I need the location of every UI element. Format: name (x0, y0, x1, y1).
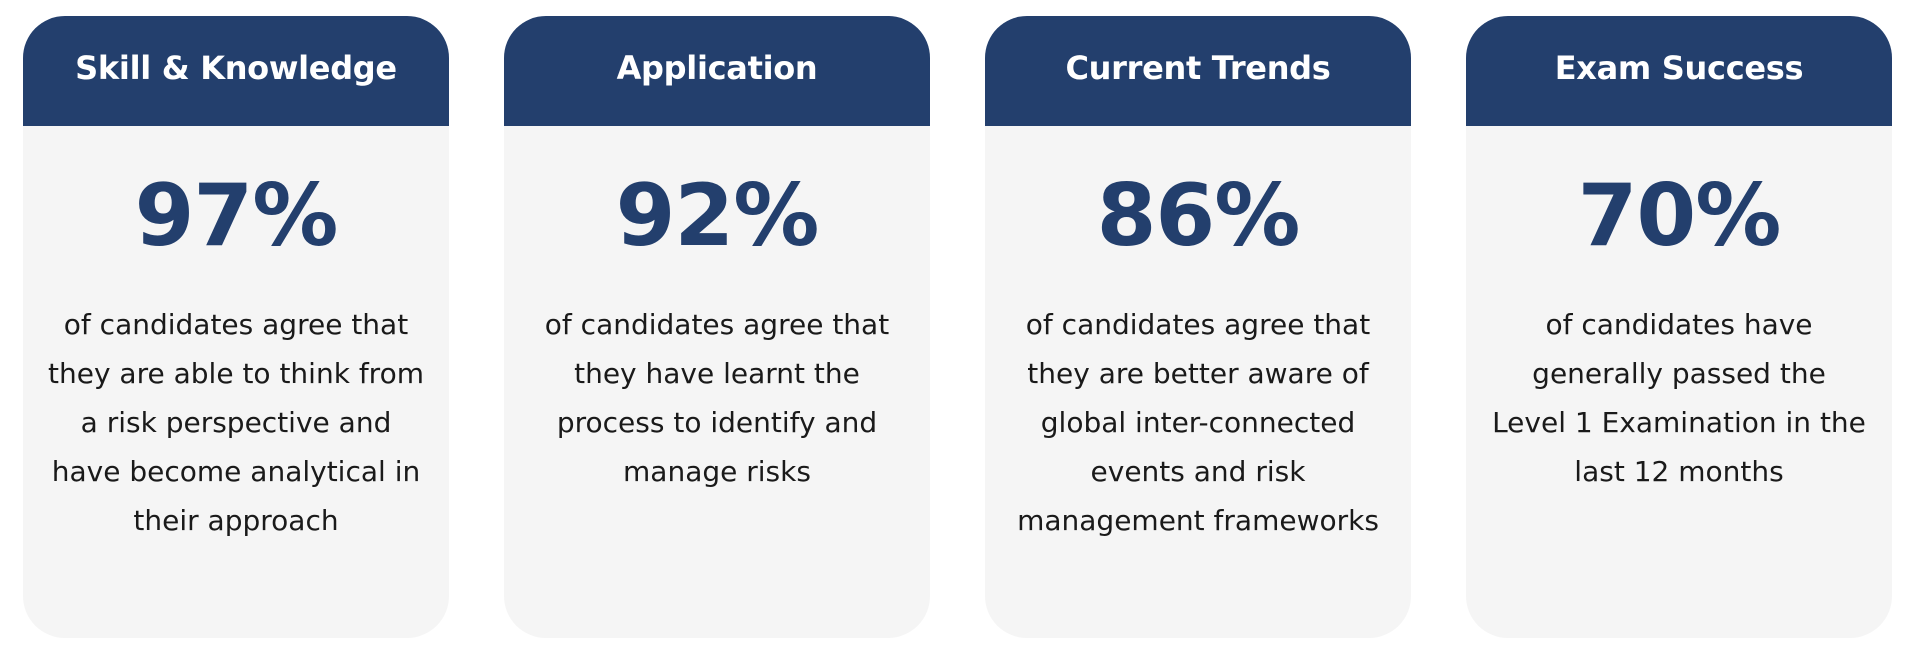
card-title: Skill & Knowledge (75, 49, 397, 87)
card-title: Current Trends (1065, 49, 1331, 87)
card-description: of candidates agree that they have learn… (544, 308, 890, 488)
card-header: Application (504, 16, 930, 126)
card-current-trends: Current Trends 86% of candidates agree t… (985, 16, 1411, 638)
card-header: Skill & Knowledge (23, 16, 449, 126)
card-application: Application 92% of candidates agree that… (504, 16, 930, 638)
card-title: Application (616, 49, 818, 87)
card-percent: 70% (1577, 166, 1782, 266)
card-skill-knowledge: Skill & Knowledge 97% of candidates agre… (23, 16, 449, 638)
card-percent: 97% (134, 166, 339, 266)
card-percent: 92% (615, 166, 820, 266)
card-exam-success: Exam Success 70% of candidates have gene… (1466, 16, 1892, 638)
card-header: Current Trends (985, 16, 1411, 126)
card-description: of candidates agree that they are able t… (48, 308, 424, 537)
card-header: Exam Success (1466, 16, 1892, 126)
card-description: of candidates agree that they are better… (1017, 308, 1379, 537)
card-percent: 86% (1096, 166, 1301, 266)
card-title: Exam Success (1554, 49, 1804, 87)
card-description: of candidates have generally passed the … (1492, 308, 1866, 488)
